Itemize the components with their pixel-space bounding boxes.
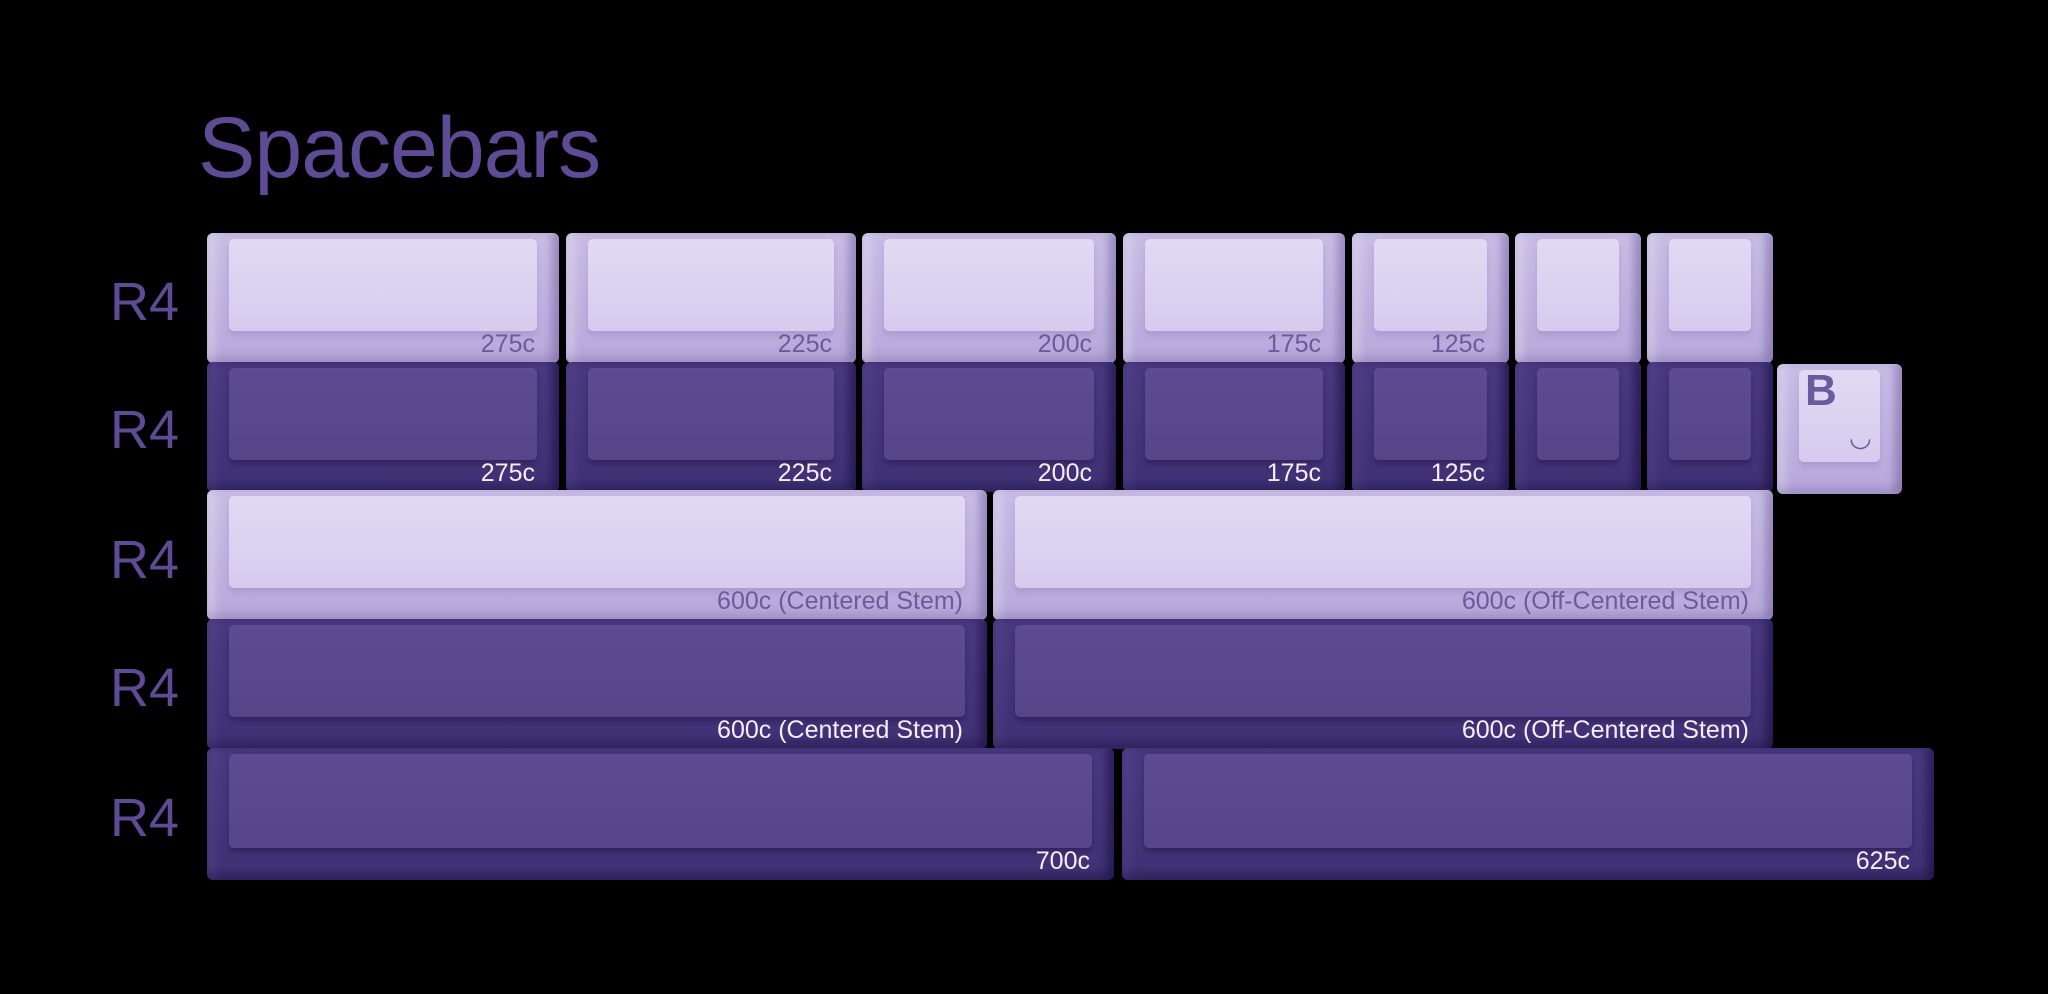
keycap-625c-dark: 625c — [1122, 748, 1934, 880]
keycap-600c-centered-dark: 600c (Centered Stem) — [207, 619, 987, 749]
keycap-legend: 700c — [1035, 847, 1090, 875]
row-label-4: R4 — [110, 658, 180, 718]
keycap-275c-light: 275c — [207, 233, 559, 363]
keycap-600c-offcentered-light: 600c (Off-Centered Stem) — [993, 490, 1773, 620]
smile-icon: ◡ — [1849, 422, 1874, 452]
keycap-legend: 200c — [1037, 330, 1092, 358]
keycap-legend: 600c (Centered Stem) — [717, 587, 963, 615]
keycap-275c-dark: 275c — [207, 362, 559, 492]
keycap-1u-light-a — [1515, 233, 1641, 363]
keycap-600c-offcentered-dark: 600c (Off-Centered Stem) — [993, 619, 1773, 749]
keycap-legend: 275c — [480, 459, 535, 487]
keycap-175c-light: 175c — [1123, 233, 1345, 363]
keycap-legend: 600c (Off-Centered Stem) — [1461, 716, 1749, 744]
page-title: Spacebars — [198, 100, 601, 196]
keycap-legend: 225c — [777, 459, 832, 487]
keycap-125c-dark: 125c — [1352, 362, 1509, 492]
keycap-175c-dark: 175c — [1123, 362, 1345, 492]
keycap-225c-dark: 225c — [566, 362, 856, 492]
row-label-3: R4 — [110, 530, 180, 590]
keycap-legend: 175c — [1266, 459, 1321, 487]
keycap-225c-light: 225c — [566, 233, 856, 363]
row-label-1: R4 — [110, 272, 180, 332]
keycap-legend: 625c — [1855, 847, 1910, 875]
keycap-1u-dark-a — [1515, 362, 1641, 492]
keycap-200c-dark: 200c — [862, 362, 1116, 492]
row-label-5: R4 — [110, 788, 180, 848]
keycap-1u-light-b — [1647, 233, 1773, 363]
keycap-700c-dark: 700c — [207, 748, 1114, 880]
keycap-1u-dark-b — [1647, 362, 1773, 492]
keycap-novelty-b: B ◡ — [1777, 364, 1902, 494]
keycap-125c-light: 125c — [1352, 233, 1509, 363]
keycap-600c-centered-light: 600c (Centered Stem) — [207, 490, 987, 620]
letter-b-glyph: B — [1805, 366, 1837, 415]
keycap-legend: 275c — [480, 330, 535, 358]
row-label-2: R4 — [110, 400, 180, 460]
keycap-legend: 600c (Off-Centered Stem) — [1461, 587, 1749, 615]
keycap-legend: 125c — [1430, 330, 1485, 358]
keycap-legend: 600c (Centered Stem) — [717, 716, 963, 744]
keycap-200c-light: 200c — [862, 233, 1116, 363]
keycap-legend: 200c — [1037, 459, 1092, 487]
keycap-legend: 125c — [1430, 459, 1485, 487]
keycap-legend: 225c — [777, 330, 832, 358]
keycap-legend: 175c — [1266, 330, 1321, 358]
